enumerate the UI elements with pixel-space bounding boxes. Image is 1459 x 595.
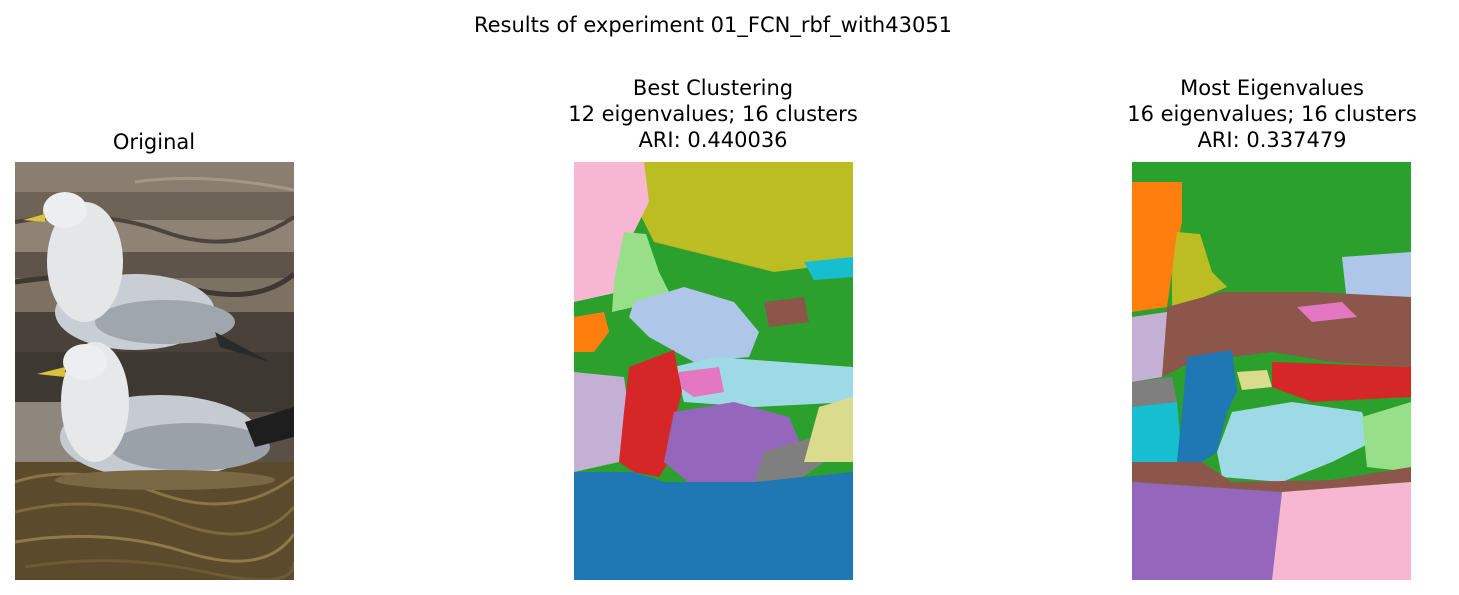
best-clustering-segmentation [574, 162, 853, 580]
best-title-line1: Best Clustering [632, 76, 794, 100]
best-clustering-panel [574, 162, 853, 580]
original-panel-title: Original [0, 129, 364, 155]
most-eigenvalues-panel-title: Most Eigenvalues 16 eigenvalues; 16 clus… [1062, 75, 1459, 153]
figure-suptitle: Results of experiment 01_FCN_rbf_with430… [473, 13, 953, 37]
original-photo-seagulls [15, 162, 294, 580]
original-title: Original [112, 130, 196, 154]
most-title-line3: ARI: 0.337479 [1197, 128, 1347, 152]
most-title-line1: Most Eigenvalues [1180, 76, 1364, 100]
best-title-line2: 12 eigenvalues; 16 clusters [568, 102, 858, 126]
most-eigenvalues-panel [1132, 162, 1411, 580]
best-title-line3: ARI: 0.440036 [638, 128, 788, 152]
most-title-line2: 16 eigenvalues; 16 clusters [1127, 102, 1417, 126]
most-eigenvalues-segmentation [1132, 162, 1411, 580]
best-clustering-panel-title: Best Clustering 12 eigenvalues; 16 clust… [503, 75, 923, 153]
original-image-panel [15, 162, 294, 580]
